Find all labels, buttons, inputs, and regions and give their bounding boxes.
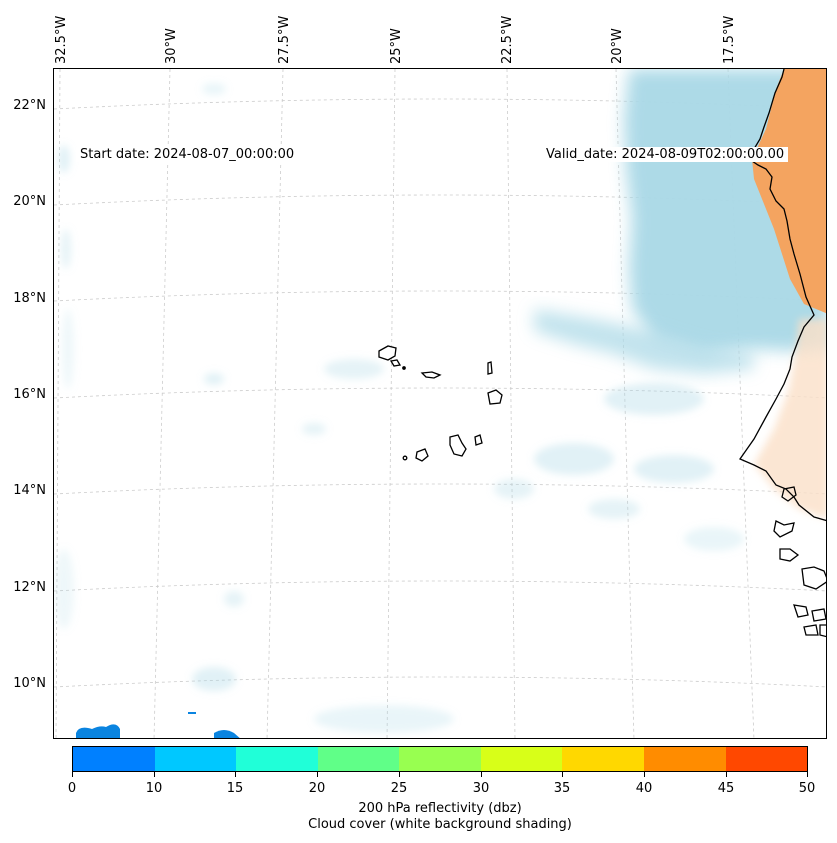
reflectivity-blob-3 (214, 730, 240, 738)
colorbar (72, 746, 808, 772)
colorbar-ticklabel-30: 30 (472, 781, 490, 796)
lat-label-10n: 10°N (13, 676, 46, 691)
gridline-lat-14n (54, 483, 826, 495)
colorbar-tick-50 (807, 772, 808, 777)
colorbar-segment-25-30 (399, 747, 481, 771)
cape-verde-islands (378, 345, 503, 462)
gridline-lat-18n (54, 290, 826, 302)
colorbar-tick-45 (726, 772, 727, 777)
gridline-lon-22-5w (506, 69, 516, 738)
colorbar-segment-45-50 (725, 747, 808, 771)
gridline-lon-30w (153, 69, 171, 738)
lat-label-18n: 18°N (13, 291, 46, 306)
faint-cloud-cover (54, 83, 744, 733)
colorbar-ticklabel-45: 45 (717, 781, 735, 796)
colorbar-label: 200 hPa reflectivity (dbz) (358, 801, 522, 816)
reflectivity-blobs (76, 712, 240, 738)
colorbar-segment-20-25 (317, 747, 400, 771)
colorbar-segment-15-20 (236, 747, 318, 771)
colorbar-ticklabel-35: 35 (553, 781, 571, 796)
lon-label-30w: 30°W (164, 28, 179, 64)
colorbar-segment-40-45 (643, 747, 726, 771)
map-canvas (54, 69, 826, 738)
lat-label-22n: 22°N (13, 98, 46, 113)
gridline-lon-32-5w (55, 69, 61, 738)
colorbar-tick-20 (317, 772, 318, 777)
colorbar-tick-35 (562, 772, 563, 777)
colorbar-segment-0-10 (73, 747, 155, 771)
reflectivity-blob-2 (188, 712, 196, 714)
colorbar-segment-35-40 (562, 747, 644, 771)
island-boa-vista (487, 389, 503, 405)
lat-label-20n: 20°N (13, 194, 46, 209)
island-sao-vicente (389, 359, 402, 367)
gridline-lat-20n (54, 194, 826, 206)
start-date-label: Start date: 2024-08-07_00:00:00 (76, 147, 299, 162)
colorbar-segment-30-35 (480, 747, 563, 771)
colorbar-ticklabel-50: 50 (798, 781, 816, 796)
colorbar-tick-10 (154, 772, 155, 777)
colorbar-tick-15 (235, 772, 236, 777)
land-shading (752, 69, 826, 519)
island-brava (402, 455, 408, 461)
lat-label-12n: 12°N (13, 580, 46, 595)
gridline-lat-16n (54, 387, 826, 399)
gridline-lon-17-5w (727, 69, 755, 738)
lat-label-16n: 16°N (13, 387, 46, 402)
gridline-lat-22n (54, 98, 826, 110)
colorbar-ticklabel-0: 0 (67, 781, 77, 796)
colorbar-sublabel: Cloud cover (white background shading) (308, 817, 572, 832)
colorbar-tick-25 (399, 772, 400, 777)
island-santo-antao (378, 345, 397, 361)
island-fogo (415, 448, 429, 462)
lon-label-27-5w: 27.5°W (277, 15, 292, 64)
colorbar-ticklabel-40: 40 (635, 781, 653, 796)
colorbar-ticklabel-10: 10 (145, 781, 163, 796)
map-gridlines (54, 69, 826, 738)
island-sal (487, 361, 493, 375)
colorbar-tick-40 (644, 772, 645, 777)
lon-label-25w: 25°W (389, 28, 404, 64)
gridline-lon-25w (386, 69, 396, 738)
map-panel[interactable]: Start date: 2024-08-07_00:00:00 Valid_da… (53, 68, 827, 739)
valid-date-label: Valid_date: 2024-08-09T02:00:00.00 (542, 147, 789, 162)
island-santiago (449, 434, 467, 457)
lat-label-14n: 14°N (13, 483, 46, 498)
island-maio (474, 434, 483, 446)
colorbar-ticklabel-20: 20 (308, 781, 326, 796)
gridline-lon-27-5w (266, 69, 284, 738)
colorbar-tick-30 (481, 772, 482, 777)
colorbar-tick-0 (72, 772, 73, 777)
lon-label-17-5w: 17.5°W (722, 15, 737, 64)
lon-label-32-5w: 32.5°W (54, 15, 69, 64)
gridline-lat-12n (54, 580, 826, 592)
colorbar-ticklabel-25: 25 (390, 781, 408, 796)
island-sao-nicolau (420, 371, 442, 379)
island-santa-luzia (402, 366, 406, 370)
colorbar-ticklabel-15: 15 (226, 781, 244, 796)
reflectivity-blob-1 (76, 724, 120, 738)
gridline-lat-10n (54, 676, 826, 688)
lon-label-20w: 20°W (610, 28, 625, 64)
lon-label-22-5w: 22.5°W (500, 15, 515, 64)
colorbar-segment-10-15 (154, 747, 237, 771)
gridline-lon-20w (615, 69, 635, 738)
